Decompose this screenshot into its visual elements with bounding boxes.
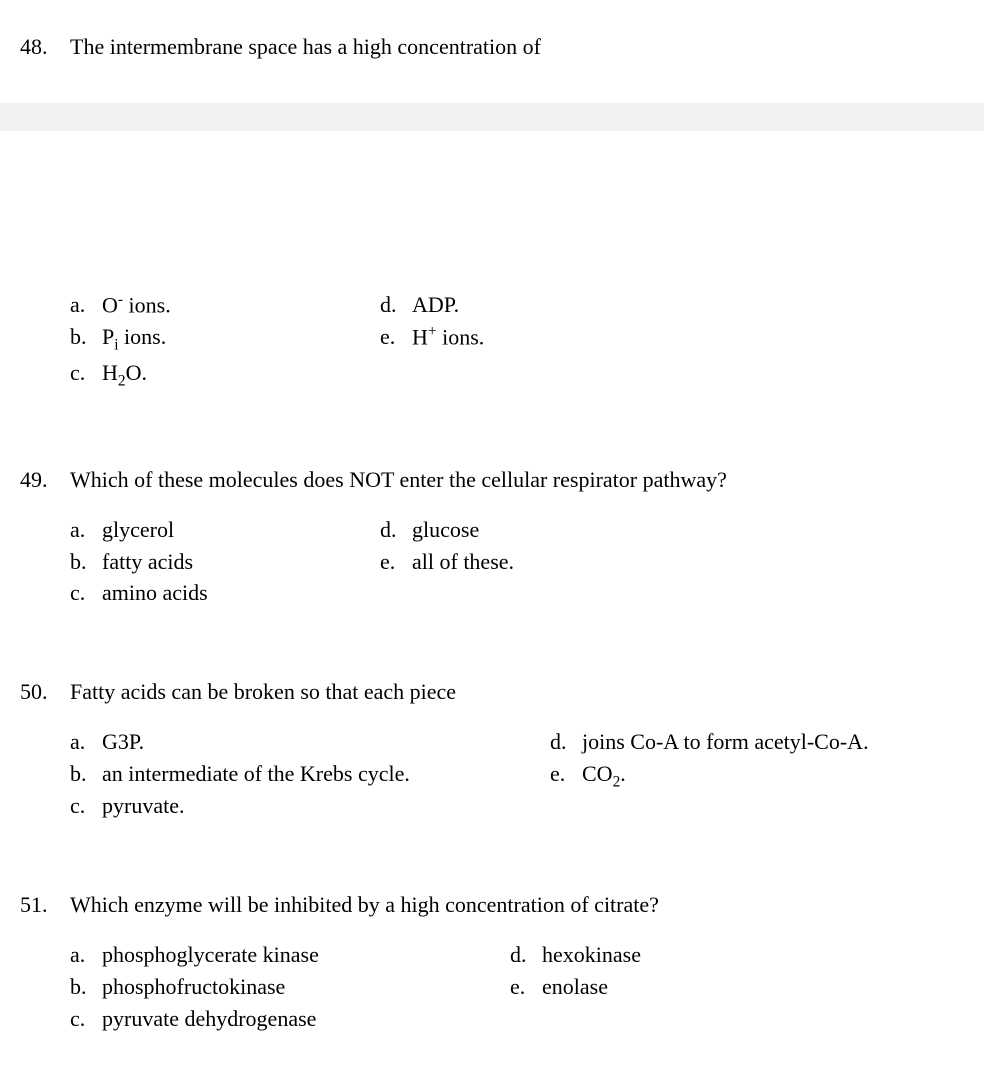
option-text: Pi ions. (102, 321, 166, 357)
option-text: glycerol (102, 514, 174, 546)
options-column-left: a. G3P. b. an intermediate of the Krebs … (70, 726, 550, 822)
option-text: joins Co-A to form acetyl-Co-A. (582, 726, 869, 758)
options-column-left: a. O- ions. b. Pi ions. c. H2O. (70, 289, 380, 393)
option-label: d. (380, 514, 412, 546)
option-a: a. glycerol (70, 514, 380, 546)
option-c: c. amino acids (70, 577, 380, 609)
option-label: c. (70, 357, 102, 389)
option-text: H+ ions. (412, 321, 484, 353)
option-text: ADP. (412, 289, 459, 321)
option-d: d. joins Co-A to form acetyl-Co-A. (550, 726, 869, 758)
question-48-stem-block: 48. The intermembrane space has a high c… (0, 0, 984, 103)
question-row: 49. Which of these molecules does NOT en… (20, 463, 964, 496)
option-label: a. (70, 514, 102, 546)
question-48-options-block: a. O- ions. b. Pi ions. c. H2O. d. (0, 131, 984, 433)
options-column-right: d. joins Co-A to form acetyl-Co-A. e. CO… (550, 726, 869, 822)
option-text: G3P. (102, 726, 144, 758)
option-label: d. (380, 289, 412, 321)
question-body: a. phosphoglycerate kinase b. phosphofru… (20, 939, 964, 1035)
option-text: glucose (412, 514, 479, 546)
option-b: b. fatty acids (70, 546, 380, 578)
question-row: 50. Fatty acids can be broken so that ea… (20, 675, 964, 708)
options-container: a. phosphoglycerate kinase b. phosphofru… (70, 939, 964, 1035)
question-number: 50. (20, 675, 70, 708)
option-text: pyruvate. (102, 790, 184, 822)
question-stem: Which of these molecules does NOT enter … (70, 463, 964, 496)
option-b: b. an intermediate of the Krebs cycle. (70, 758, 550, 790)
options-container: a. G3P. b. an intermediate of the Krebs … (70, 726, 964, 822)
question-stem: The intermembrane space has a high conce… (70, 30, 964, 63)
option-label: a. (70, 726, 102, 758)
option-text: an intermediate of the Krebs cycle. (102, 758, 410, 790)
question-row: 48. The intermembrane space has a high c… (20, 30, 964, 63)
option-label: e. (380, 546, 412, 578)
option-label: b. (70, 971, 102, 1003)
option-label: d. (510, 939, 542, 971)
question-stem: Which enzyme will be inhibited by a high… (70, 888, 964, 921)
question-number: 51. (20, 888, 70, 921)
option-text: amino acids (102, 577, 208, 609)
option-label: d. (550, 726, 582, 758)
option-e: e. H+ ions. (380, 321, 484, 353)
options-container: a. glycerol b. fatty acids c. amino acid… (70, 514, 964, 610)
question-row: 51. Which enzyme will be inhibited by a … (20, 888, 964, 921)
option-label: b. (70, 321, 102, 353)
option-text: pyruvate dehydrogenase (102, 1003, 316, 1035)
option-text: O- ions. (102, 289, 171, 321)
option-d: d. ADP. (380, 289, 484, 321)
option-text: H2O. (102, 357, 147, 393)
option-d: d. glucose (380, 514, 514, 546)
option-label: c. (70, 1003, 102, 1035)
option-a: a. O- ions. (70, 289, 380, 321)
option-text: fatty acids (102, 546, 193, 578)
option-label: e. (550, 758, 582, 790)
options-column-left: a. phosphoglycerate kinase b. phosphofru… (70, 939, 510, 1035)
option-text: all of these. (412, 546, 514, 578)
question-body: a. G3P. b. an intermediate of the Krebs … (20, 726, 964, 822)
option-c: c. pyruvate dehydrogenase (70, 1003, 510, 1035)
option-c: c. pyruvate. (70, 790, 550, 822)
option-label: c. (70, 577, 102, 609)
question-stem: Fatty acids can be broken so that each p… (70, 675, 964, 708)
options-container: a. O- ions. b. Pi ions. c. H2O. d. (70, 289, 964, 393)
page-divider (0, 103, 984, 131)
option-label: e. (510, 971, 542, 1003)
question-number: 48. (20, 30, 70, 63)
option-label: b. (70, 758, 102, 790)
option-label: a. (70, 939, 102, 971)
option-text: enolase (542, 971, 608, 1003)
options-column-right: d. glucose e. all of these. (380, 514, 514, 610)
option-b: b. Pi ions. (70, 321, 380, 357)
option-text: phosphoglycerate kinase (102, 939, 319, 971)
option-b: b. phosphofructokinase (70, 971, 510, 1003)
option-e: e. CO2. (550, 758, 869, 794)
option-e: e. enolase (510, 971, 641, 1003)
question-body: a. O- ions. b. Pi ions. c. H2O. d. (20, 289, 964, 393)
option-d: d. hexokinase (510, 939, 641, 971)
option-a: a. G3P. (70, 726, 550, 758)
option-label: b. (70, 546, 102, 578)
question-50-block: 50. Fatty acids can be broken so that ea… (0, 645, 984, 858)
question-49-block: 49. Which of these molecules does NOT en… (0, 433, 984, 646)
option-e: e. all of these. (380, 546, 514, 578)
option-text: phosphofructokinase (102, 971, 285, 1003)
option-text: hexokinase (542, 939, 641, 971)
question-body: a. glycerol b. fatty acids c. amino acid… (20, 514, 964, 610)
option-text: CO2. (582, 758, 626, 794)
option-a: a. phosphoglycerate kinase (70, 939, 510, 971)
options-column-left: a. glycerol b. fatty acids c. amino acid… (70, 514, 380, 610)
options-column-right: d. ADP. e. H+ ions. (380, 289, 484, 393)
option-label: e. (380, 321, 412, 353)
option-c: c. H2O. (70, 357, 380, 393)
option-label: a. (70, 289, 102, 321)
question-51-block: 51. Which enzyme will be inhibited by a … (0, 858, 984, 1071)
option-label: c. (70, 790, 102, 822)
question-number: 49. (20, 463, 70, 496)
options-column-right: d. hexokinase e. enolase (510, 939, 641, 1035)
page: 48. The intermembrane space has a high c… (0, 0, 984, 1071)
